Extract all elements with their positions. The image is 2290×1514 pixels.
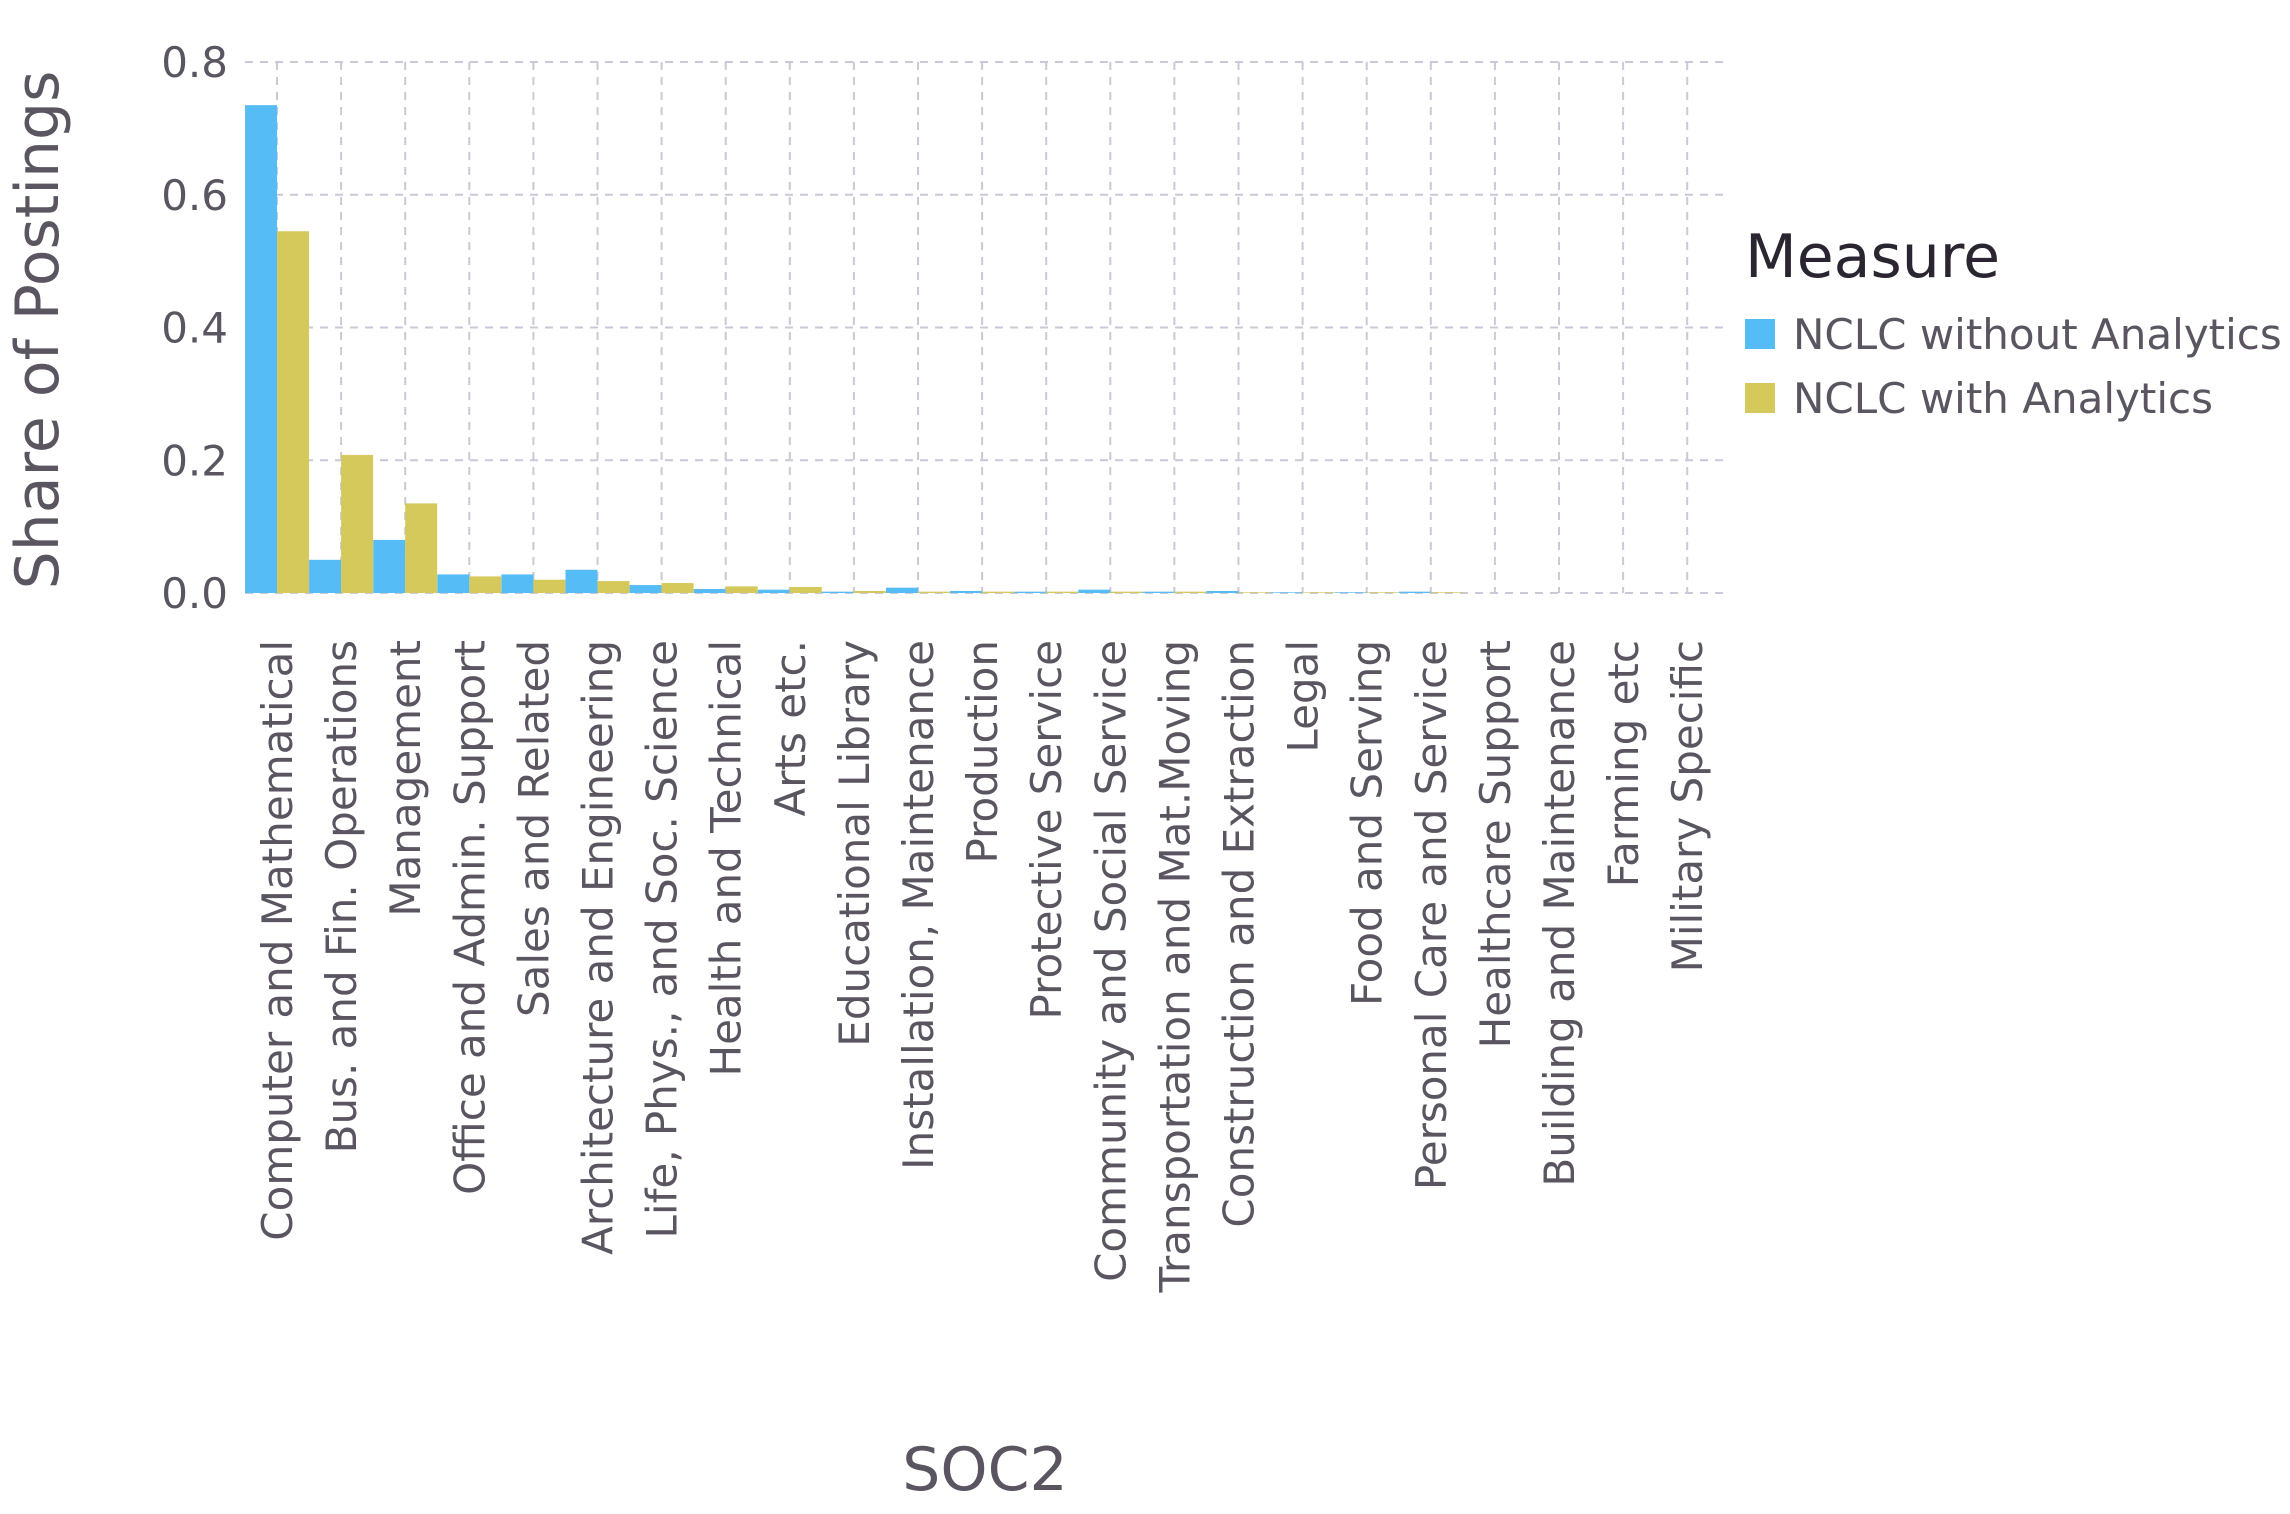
- bar: [661, 583, 694, 593]
- x-tick-label: Office and Admin. Support: [445, 640, 494, 1195]
- x-tick-label: Personal Care and Service: [1407, 640, 1456, 1190]
- bar: [629, 585, 662, 593]
- bar: [565, 569, 598, 593]
- x-tick-label: Farming etc: [1599, 640, 1648, 887]
- y-tick-labels: 0.0 0.2 0.4 0.6 0.8: [161, 38, 228, 618]
- x-tick-label: Educational Library: [830, 640, 879, 1047]
- legend-item-with-analytics: NCLC with Analytics: [1745, 366, 2282, 430]
- x-tick-label: Legal: [1279, 640, 1328, 753]
- bar: [1366, 592, 1399, 593]
- legend-label-without-analytics: NCLC without Analytics: [1793, 309, 2282, 359]
- bar: [725, 586, 758, 593]
- bar: [1238, 592, 1271, 593]
- bar: [309, 559, 342, 593]
- x-tick-label: Life, Phys., and Soc. Science: [638, 640, 687, 1238]
- x-tick-label: Building and Maintenance: [1535, 640, 1584, 1187]
- bar: [405, 503, 438, 593]
- legend-label-with-analytics: NCLC with Analytics: [1793, 373, 2213, 423]
- x-tick-label: Food and Serving: [1343, 640, 1392, 1006]
- bar: [886, 587, 918, 593]
- bar: [1302, 592, 1335, 593]
- x-tick-label: Community and Social Service: [1086, 640, 1135, 1282]
- legend: Measure NCLC without Analytics NCLC with…: [1745, 222, 2282, 430]
- bar: [1174, 591, 1207, 593]
- x-tick-label: Health and Technical: [702, 640, 751, 1077]
- bar: [373, 539, 406, 593]
- y-tick-label: 0.4: [161, 304, 228, 353]
- y-tick-label: 0.2: [161, 436, 228, 485]
- x-tick-label: Arts etc.: [766, 640, 815, 816]
- bar: [950, 591, 983, 593]
- bar: [501, 574, 534, 593]
- bar: [1142, 591, 1175, 593]
- x-tick-label: Management: [381, 640, 430, 917]
- bar-layer: [245, 105, 1463, 594]
- x-tick-label: Installation, Maintenance: [894, 640, 943, 1170]
- bar: [982, 591, 1015, 593]
- grid-layer: [245, 61, 1725, 594]
- bar: [1398, 591, 1431, 593]
- x-tick-label: Healthcare Support: [1471, 640, 1520, 1048]
- bar: [693, 589, 726, 593]
- y-tick-label: 0.8: [161, 38, 228, 87]
- x-tick-label: Sales and Related: [509, 640, 558, 1017]
- x-tick-labels: Computer and Mathematical Bus. and Fin. O…: [253, 640, 1712, 1294]
- bar: [469, 576, 502, 593]
- bar: [1206, 591, 1239, 593]
- legend-swatch-with-analytics: [1745, 383, 1775, 413]
- legend-swatch-without-analytics: [1745, 319, 1775, 349]
- y-tick-label: 0.6: [161, 171, 228, 220]
- bar: [341, 454, 374, 593]
- bar: [1334, 592, 1367, 593]
- bar: [277, 231, 309, 593]
- bar: [789, 587, 822, 593]
- bar: [1110, 591, 1143, 593]
- legend-item-without-analytics: NCLC without Analytics: [1745, 302, 2282, 366]
- bar: [1014, 591, 1047, 593]
- bar: [1046, 591, 1079, 593]
- bar: [597, 581, 630, 593]
- bar: [533, 579, 566, 593]
- bar: [821, 591, 854, 593]
- x-tick-label: Protective Service: [1022, 640, 1071, 1019]
- bar: [245, 105, 277, 594]
- bar: [853, 591, 886, 593]
- bar: [1430, 592, 1463, 593]
- bar: [1078, 589, 1111, 593]
- x-tick-label: Bus. and Fin. Operations: [317, 640, 366, 1153]
- x-tick-label: Transportation and Mat.Moving: [1150, 640, 1199, 1294]
- y-axis-title: Share of Postings: [3, 71, 73, 590]
- y-tick-label: 0.0: [161, 569, 228, 618]
- x-axis-title: SOC2: [902, 1435, 1067, 1505]
- x-tick-label: Military Specific: [1663, 640, 1712, 972]
- x-tick-label: Computer and Mathematical: [253, 640, 302, 1241]
- legend-title: Measure: [1745, 222, 2000, 292]
- bar: [437, 574, 470, 593]
- bar: [1270, 592, 1303, 593]
- x-tick-label: Construction and Extraction: [1215, 640, 1264, 1228]
- bar: [757, 589, 790, 593]
- bar: [918, 591, 950, 593]
- x-tick-label: Architecture and Engineering: [574, 640, 623, 1255]
- x-tick-label: Production: [958, 640, 1007, 863]
